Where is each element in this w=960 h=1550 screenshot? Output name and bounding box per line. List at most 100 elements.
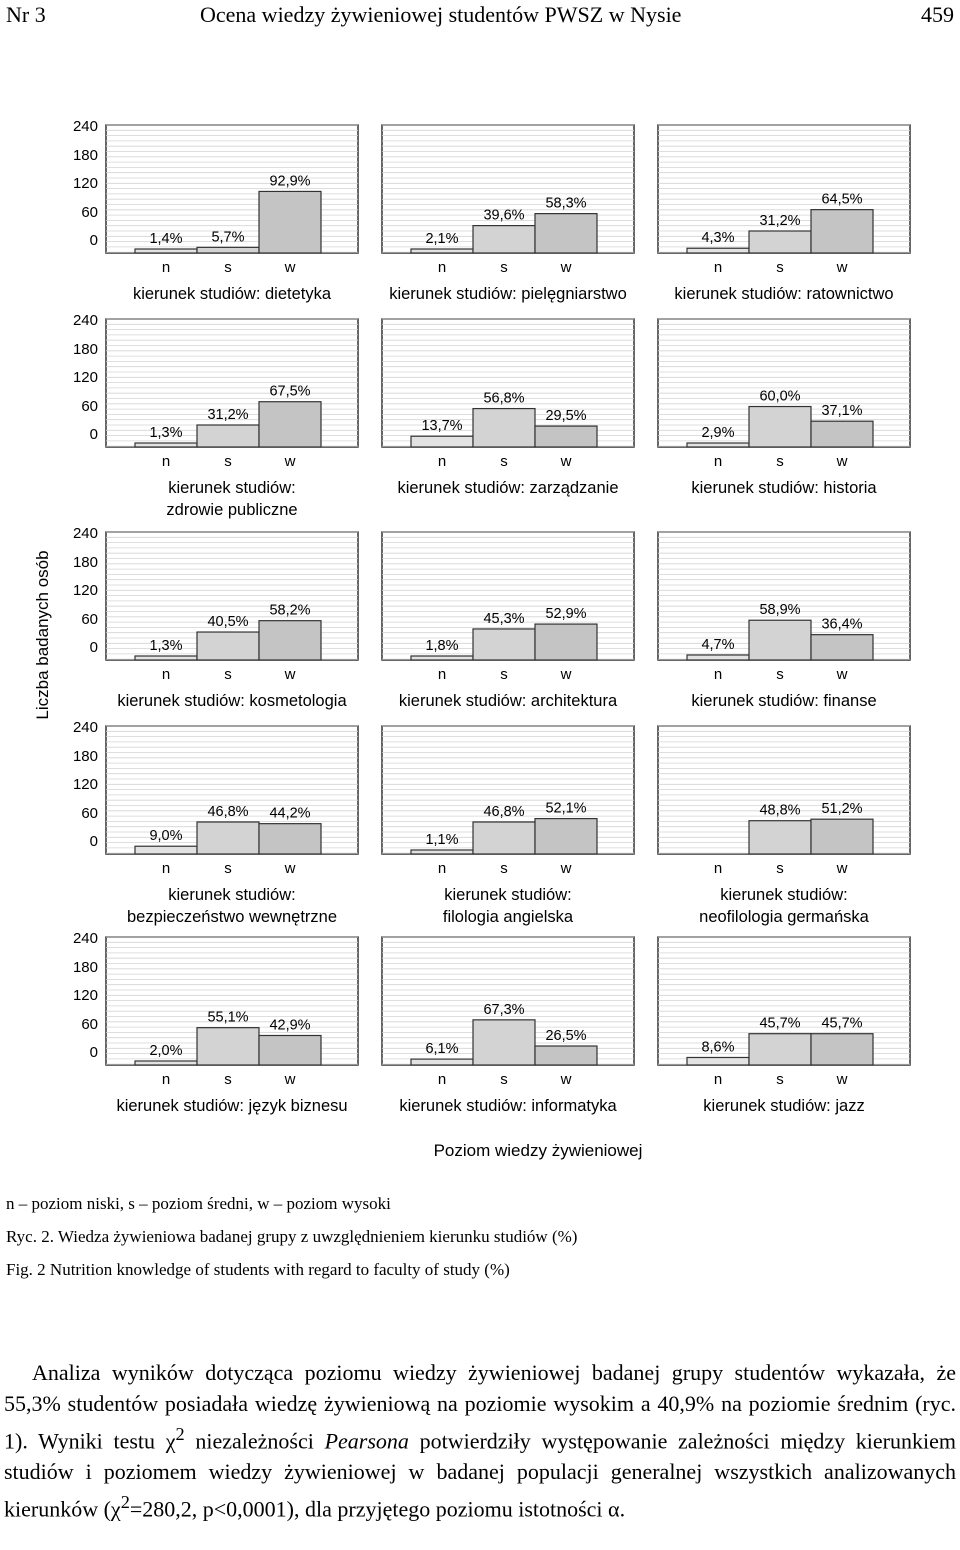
bar <box>748 405 812 448</box>
x-tick-label: n <box>438 666 446 683</box>
x-tick-label: w <box>284 666 296 683</box>
x-tick-label: n <box>438 1071 446 1088</box>
body-text-part: potwierdziły występowanie zależności mię… <box>4 1428 956 1522</box>
x-tick-label: n <box>714 860 722 877</box>
bar <box>196 631 260 661</box>
data-label: 67,3% <box>483 1002 524 1018</box>
x-tick-label: n <box>438 860 446 877</box>
bar <box>472 628 536 661</box>
x-tick-label: s <box>224 860 232 877</box>
bar <box>196 821 260 855</box>
x-tick-label: w <box>836 259 848 276</box>
data-label: 46,8% <box>207 804 248 820</box>
data-label: 37,1% <box>821 403 862 419</box>
panel-label: kierunek studiów: historia <box>691 479 877 497</box>
y-tick-label: 0 <box>90 639 98 656</box>
x-tick-label: s <box>224 666 232 683</box>
chart-panel: 240 180 120 60 0 2,0% n 55,1% s 42,9% w kierunek st… <box>73 930 359 1115</box>
y-tick-label: 240 <box>73 312 98 329</box>
y-tick-label: 120 <box>73 987 98 1004</box>
data-label: 58,9% <box>759 602 800 618</box>
data-label: 1,8% <box>425 638 458 654</box>
data-label: 45,3% <box>483 611 524 627</box>
data-label: 26,5% <box>545 1028 586 1044</box>
x-tick-label: n <box>162 453 170 470</box>
data-label: 6,1% <box>425 1041 458 1057</box>
chart-panel: 6,1% n 67,3% s 26,5% w kierunek studiów: infor… <box>381 936 635 1115</box>
y-tick-label: 180 <box>73 959 98 976</box>
data-label: 48,8% <box>759 803 800 819</box>
y-tick-label: 240 <box>73 930 98 947</box>
x-tick-label: w <box>284 453 296 470</box>
bar <box>686 1056 750 1066</box>
panel-label: kierunek studiów: <box>168 886 295 904</box>
x-tick-label: w <box>560 1071 572 1088</box>
panel-label: kierunek studiów: finanse <box>691 692 876 710</box>
bar <box>134 248 198 254</box>
y-tick-label: 180 <box>73 341 98 358</box>
data-label: 1,4% <box>149 231 182 247</box>
x-tick-label: w <box>560 860 572 877</box>
body-text-part: =280,2, p<0,0001), dla przyjętego poziom… <box>129 1496 626 1522</box>
bar <box>810 209 874 254</box>
running-title: Ocena wiedzy żywieniowej studentów PWSZ … <box>200 2 682 27</box>
y-tick-label: 120 <box>73 582 98 599</box>
y-tick-label: 60 <box>81 1016 98 1033</box>
data-label: 45,7% <box>821 1016 862 1032</box>
superscript: 2 <box>175 1424 185 1444</box>
x-tick-label: n <box>162 1071 170 1088</box>
data-label: 92,9% <box>269 173 310 189</box>
panel-label: bezpieczeństwo wewnętrzne <box>127 908 337 926</box>
x-tick-label: w <box>560 666 572 683</box>
data-label: 64,5% <box>821 192 862 208</box>
chart-panel: 1,8% n 45,3% s 52,9% w kierunek studiów: archi… <box>381 531 635 710</box>
bar <box>686 654 750 661</box>
bar <box>258 823 322 855</box>
data-label: 46,8% <box>483 804 524 820</box>
panel-label: zdrowie publiczne <box>166 501 297 519</box>
data-label: 9,0% <box>149 828 182 844</box>
y-tick-label: 60 <box>81 611 98 628</box>
y-tick-label: 180 <box>73 748 98 765</box>
x-tick-label: s <box>224 1071 232 1088</box>
x-tick-label: w <box>284 860 296 877</box>
bar <box>134 845 198 855</box>
panel-label: kierunek studiów: pielęgniarstwo <box>389 285 627 303</box>
data-label: 58,2% <box>269 603 310 619</box>
chart-panel: 240 180 120 60 0 9,0% n 46,8% s 44,2% w kierunek st… <box>73 719 359 926</box>
chart-panel: 2,1% n 39,6% s 58,3% w kierunek studiów: pielę… <box>381 124 635 303</box>
chart-panel: 240 180 120 60 0 1,3% n 31,2% s 67,5% w kierunek st… <box>73 312 359 519</box>
panel-label: kierunek studiów: język biznesu <box>116 1097 347 1115</box>
bar <box>410 248 474 254</box>
bar <box>134 655 198 661</box>
data-label: 56,8% <box>483 391 524 407</box>
panel-label: kierunek studiów: <box>444 886 571 904</box>
chart-panel: n 48,8% s 51,2% w kierunek studiów: neofilolog… <box>657 725 911 926</box>
body-text-part: Analiza wyników dotycząca poziomu wiedzy… <box>4 1360 956 1454</box>
chart-panel: 1,1% n 46,8% s 52,1% w kierunek studiów: filolo… <box>381 725 635 926</box>
bar-chart-figure: Liczba badanych osób 240 180 120 60 0 1,4% n 5,… <box>33 118 911 1160</box>
data-label: 60,0% <box>759 389 800 405</box>
figure-caption-pl: Ryc. 2. Wiedza żywieniowa badanej grupy … <box>6 1227 578 1246</box>
chart-panel: 4,7% n 58,9% s 36,4% w kierunek studiów: finan… <box>657 531 911 710</box>
y-tick-label: 240 <box>73 118 98 135</box>
data-label: 4,7% <box>701 637 734 653</box>
page-number: 459 <box>921 2 954 27</box>
y-tick-label: 180 <box>73 147 98 164</box>
x-tick-label: n <box>714 259 722 276</box>
x-tick-label: w <box>560 259 572 276</box>
bar <box>196 1027 260 1066</box>
y-tick-label: 0 <box>90 1044 98 1061</box>
x-tick-label: s <box>500 259 508 276</box>
bar <box>534 213 598 254</box>
bar <box>472 407 536 448</box>
x-tick-label: s <box>776 666 784 683</box>
x-tick-label: w <box>560 453 572 470</box>
bar <box>686 247 750 254</box>
bar <box>810 420 874 448</box>
italic-term: Pearsona <box>324 1428 409 1454</box>
bar <box>748 230 812 254</box>
x-tick-label: n <box>162 860 170 877</box>
chart-panel: 240 180 120 60 0 1,4% n 5,7% s 92,9% w kierunek stu… <box>73 118 359 303</box>
bar <box>410 435 474 448</box>
